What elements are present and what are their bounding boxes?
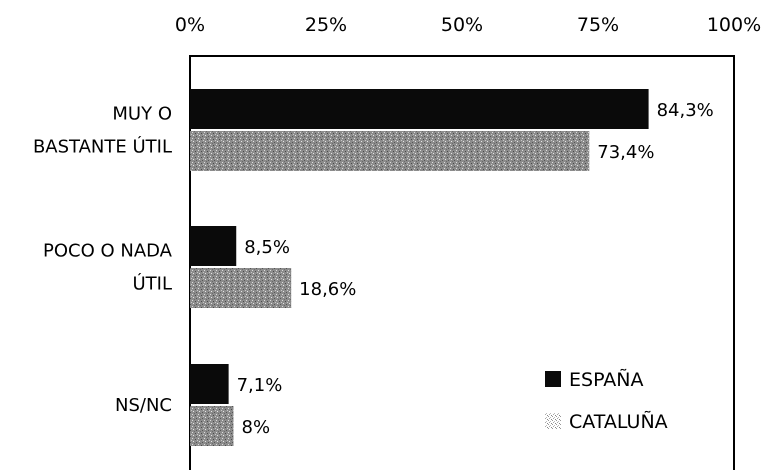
category-label: ÚTIL <box>132 273 172 295</box>
value-label: 18,6% <box>299 279 356 300</box>
legend-swatch <box>545 413 561 429</box>
legend-label: ESPAÑA <box>569 368 644 391</box>
value-labels: 84,3%73,4% 8,5% 18,6% 7,1% 8% <box>237 100 714 438</box>
legend-swatch <box>545 371 561 387</box>
x-tick-label: 25% <box>305 14 347 36</box>
x-tick-label: 100% <box>707 14 761 36</box>
value-label: 7,1% <box>237 375 283 396</box>
bar-cataluña-0 <box>190 131 590 171</box>
bar-cataluña-2 <box>190 406 234 446</box>
category-labels: MUY O BASTANTE ÚTIL POCO O NADA ÚTIL NS/NC <box>33 104 173 417</box>
bar-españa-2 <box>190 364 229 404</box>
bar-españa-0 <box>190 89 649 129</box>
value-label: 84,3% <box>657 100 714 121</box>
x-axis-ticks: 0% 25% 50% 75% 100% <box>175 14 761 36</box>
bars <box>190 89 649 446</box>
category-label: NS/NC <box>115 395 172 416</box>
category-label: POCO O NADA <box>43 241 173 262</box>
legend-label: CATALUÑA <box>569 410 668 433</box>
category-label: BASTANTE ÚTIL <box>33 136 172 158</box>
value-label: 8,5% <box>244 237 290 258</box>
bar-españa-1 <box>190 226 237 266</box>
x-tick-label: 75% <box>577 14 619 36</box>
bar-cataluña-1 <box>190 268 292 308</box>
category-label: MUY O <box>112 104 172 125</box>
legend: ESPAÑA CATALUÑA <box>545 368 668 433</box>
value-label: 8% <box>242 417 271 438</box>
x-tick-label: 50% <box>441 14 483 36</box>
value-label: 73,4% <box>597 142 654 163</box>
x-tick-label: 0% <box>175 14 205 36</box>
